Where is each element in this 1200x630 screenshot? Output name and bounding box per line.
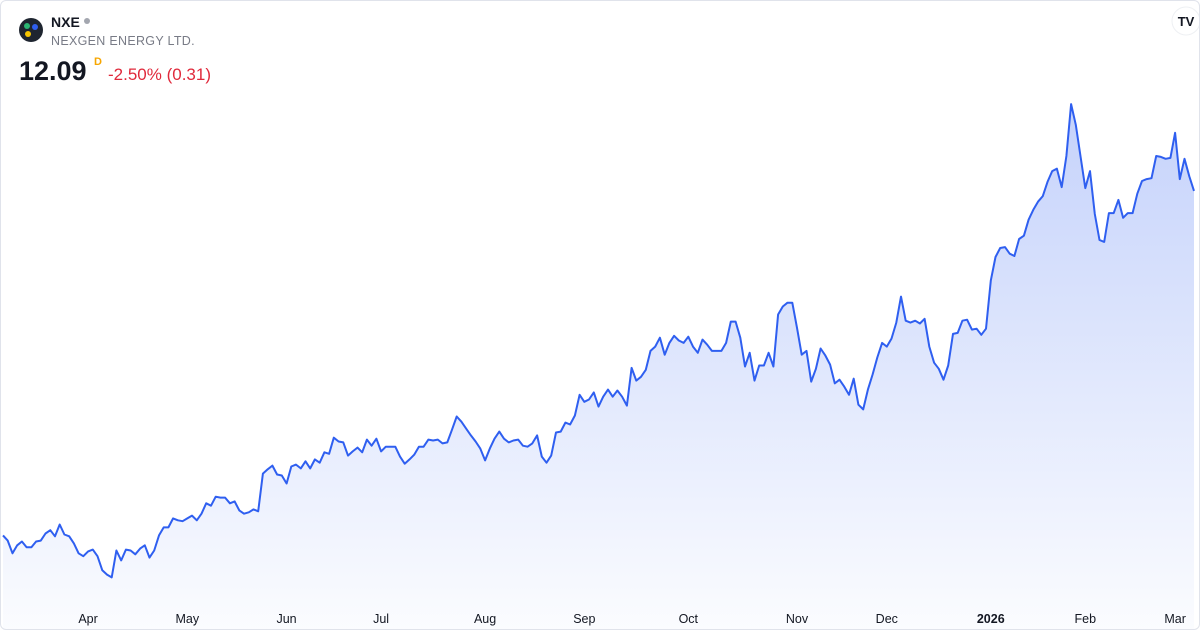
x-tick-label: Jun <box>276 612 296 626</box>
x-tick-label: Nov <box>786 612 809 626</box>
x-tick-label: Feb <box>1075 612 1097 626</box>
logo <box>19 18 43 42</box>
x-tick-label: Apr <box>78 612 97 626</box>
company-name: NEXGEN ENERGY LTD. <box>51 34 195 48</box>
status-dot <box>84 18 90 24</box>
interval: D <box>94 56 102 68</box>
symbol: NXE <box>51 14 80 30</box>
svg-text:TV: TV <box>1178 14 1195 29</box>
x-tick-label: Mar <box>1164 612 1186 626</box>
price: 12.09 <box>19 56 87 86</box>
x-tick-label: May <box>176 612 200 626</box>
x-tick-label: Dec <box>876 612 898 626</box>
tradingview-logo[interactable]: TV <box>1171 6 1199 36</box>
price-change: -2.50% (0.31) <box>108 65 211 84</box>
price-line <box>2 103 1195 579</box>
x-tick-label: Oct <box>679 612 699 626</box>
x-tick-label: Jul <box>373 612 389 626</box>
area-fill <box>3 104 1194 629</box>
x-tick-label: Sep <box>573 612 595 626</box>
x-tick-label: Aug <box>474 612 496 626</box>
x-tick-label: 2026 <box>977 612 1005 626</box>
